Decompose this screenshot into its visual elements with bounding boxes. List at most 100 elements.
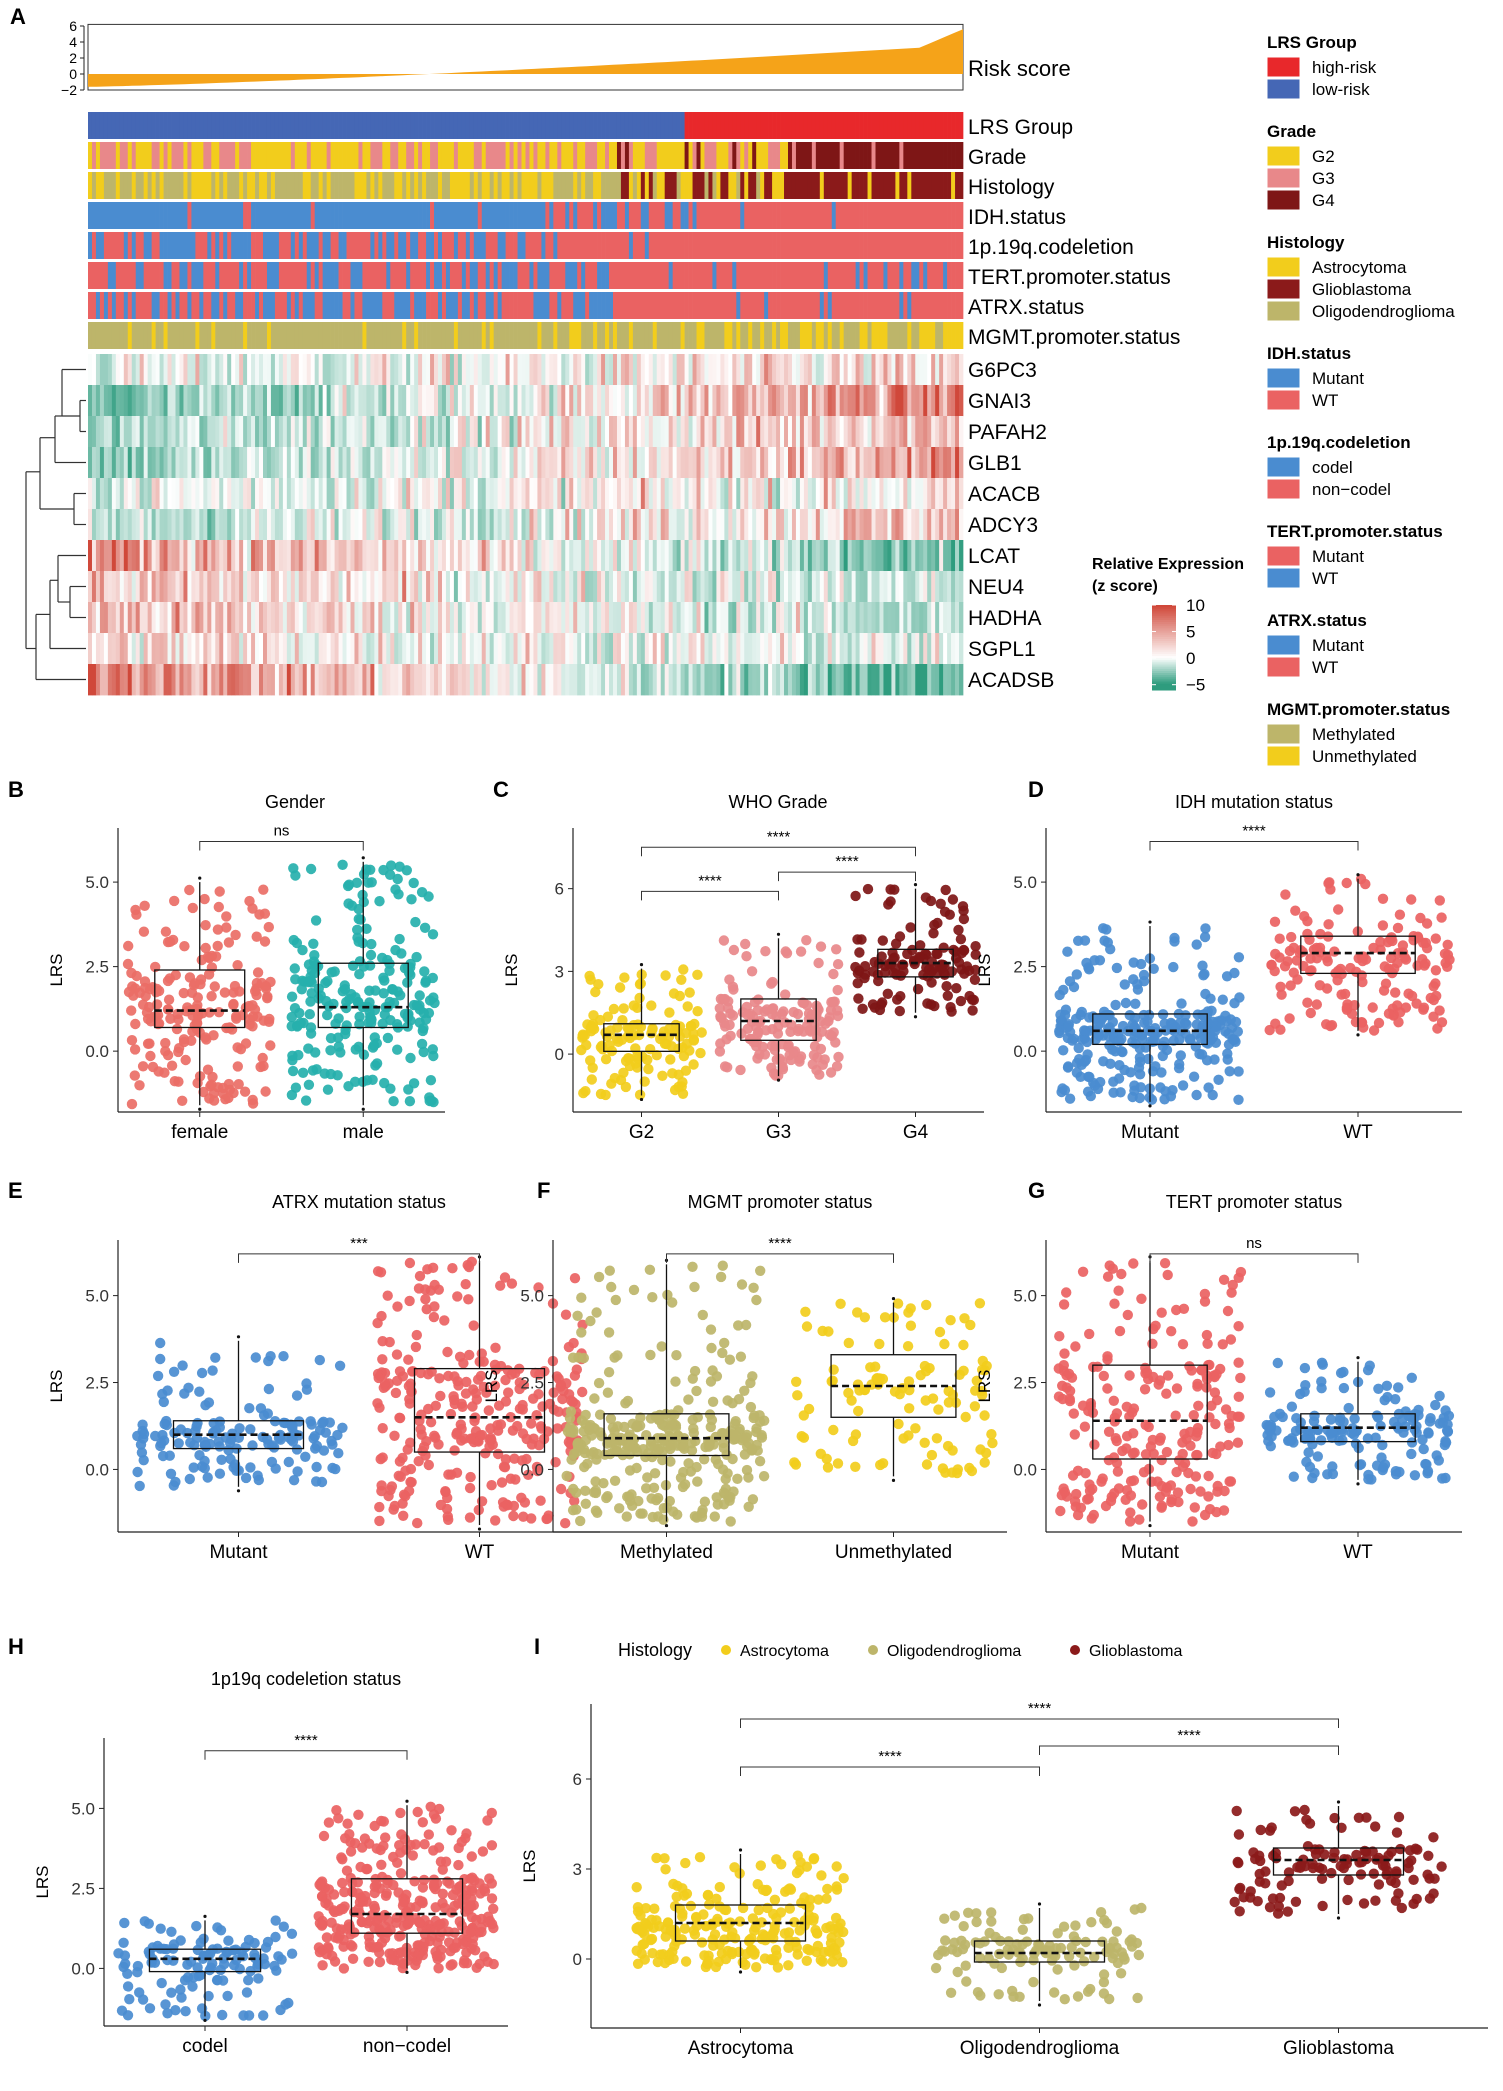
data-point [286, 991, 298, 1002]
annotation-cell [935, 292, 940, 319]
heatmap-cell [839, 385, 845, 417]
heatmap-cell [672, 416, 677, 448]
data-point [322, 1009, 333, 1021]
data-point [330, 1018, 341, 1029]
annotation-cell [939, 322, 944, 349]
annotation-cell [398, 262, 403, 289]
data-point [634, 992, 645, 1004]
heatmap-cell [911, 602, 916, 634]
heatmap-cell [338, 354, 343, 386]
annotation-cell [879, 322, 884, 349]
data-point [659, 1038, 671, 1050]
heatmap-cell [648, 509, 654, 541]
annotation-cell [370, 292, 375, 319]
annotation-cell [445, 262, 451, 289]
annotation-cell [760, 142, 765, 169]
heatmap-cell [656, 602, 662, 634]
heatmap-cell [696, 664, 701, 696]
x-tick-label: G2 [629, 1122, 654, 1143]
heatmap-cell [541, 447, 546, 479]
heatmap-cell [863, 571, 868, 603]
legend-item-label: G4 [1312, 191, 1335, 210]
heatmap-cell [585, 478, 590, 510]
annotation-cell [919, 322, 924, 349]
heatmap-cell [756, 478, 761, 510]
annotation-cell [191, 292, 196, 319]
heatmap-cell [935, 664, 940, 696]
heatmap-cell [680, 540, 685, 572]
heatmap-cell [473, 540, 479, 572]
annotation-cell [259, 292, 264, 319]
annotation-cell [374, 232, 379, 259]
heatmap-cell [628, 664, 634, 696]
annotation-cell [776, 262, 781, 289]
heatmap-cell [151, 385, 156, 417]
data-point [260, 1086, 271, 1097]
data-point [394, 933, 405, 945]
annotation-cell [155, 142, 160, 169]
annotation-cell [620, 262, 626, 289]
heatmap-cell [616, 416, 622, 448]
annotation-cell [545, 142, 550, 169]
annotation-cell [430, 262, 435, 289]
annotation-cell [119, 202, 125, 229]
heatmap-cell [402, 602, 407, 634]
annotation-cell [716, 172, 721, 199]
heatmap-cell [219, 447, 224, 479]
heatmap-cell [270, 602, 276, 634]
heatmap-cell [163, 571, 168, 603]
annotation-cell [919, 112, 924, 139]
heatmap-cell [807, 664, 813, 696]
heatmap-cell [545, 478, 550, 510]
colorbar-subtitle: (z score) [1092, 578, 1158, 595]
annotation-cell [143, 262, 149, 289]
annotation-cell [282, 202, 288, 229]
annotation-cell [346, 112, 351, 139]
annotation-cell [203, 262, 208, 289]
heatmap-cell [609, 416, 614, 448]
annotation-cell [636, 292, 642, 319]
heatmap-cell [732, 540, 737, 572]
annotation-cell [728, 292, 733, 319]
heatmap-cell [895, 509, 900, 541]
annotation-cell [497, 112, 502, 139]
heatmap-cell [481, 385, 487, 417]
heatmap-cell [620, 447, 626, 479]
annotation-cell [780, 142, 785, 169]
heatmap-cell [899, 633, 904, 665]
heatmap-cell [613, 354, 618, 386]
annotation-cell [708, 202, 713, 229]
heatmap-cell [549, 385, 554, 417]
heatmap-cell [529, 509, 534, 541]
heatmap-cell [477, 478, 483, 510]
heatmap-cell [640, 478, 646, 510]
annotation-cell [915, 322, 920, 349]
annotation-cell [481, 142, 487, 169]
annotation-cell [111, 172, 117, 199]
annotation-cell [764, 322, 769, 349]
heatmap-cell [768, 416, 773, 448]
heatmap-cell [453, 571, 459, 603]
annotation-cell [318, 142, 324, 169]
annotation-cell [107, 112, 113, 139]
annotation-cell [294, 172, 300, 199]
heatmap-cell [923, 540, 928, 572]
annotation-cell [342, 142, 347, 169]
heatmap-cell [823, 478, 829, 510]
heatmap-cell [350, 571, 355, 603]
data-point [332, 1032, 344, 1043]
annotation-cell [131, 142, 137, 169]
heatmap-cell [708, 571, 713, 603]
heatmap-cell [298, 509, 304, 541]
annotation-cell [338, 172, 343, 199]
heatmap-cell [728, 447, 733, 479]
heatmap-cell [183, 602, 188, 634]
heatmap-cell [768, 540, 773, 572]
heatmap-cell [541, 385, 546, 417]
data-point [200, 1032, 211, 1043]
heatmap-cell [644, 602, 650, 634]
annotation-cell [334, 172, 339, 199]
heatmap-cell [923, 571, 928, 603]
annotation-cell [628, 232, 634, 259]
heatmap-cell [597, 385, 602, 417]
